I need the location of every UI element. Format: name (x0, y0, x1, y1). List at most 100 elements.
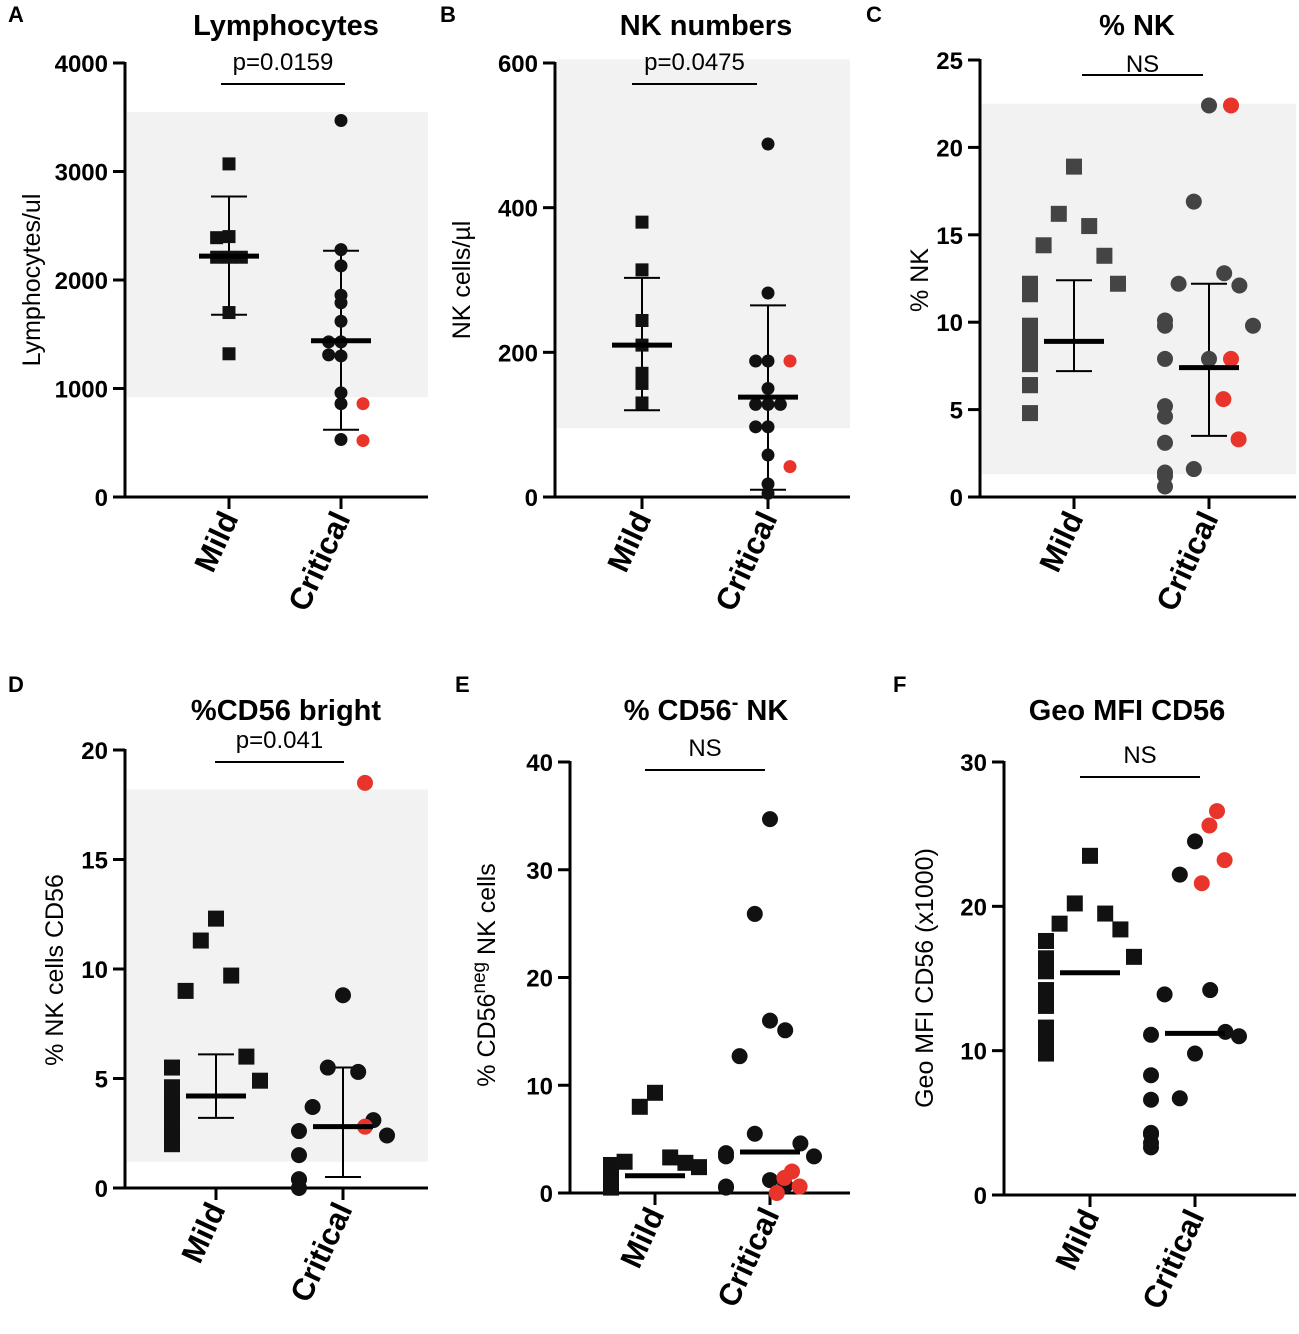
data-point-circle (334, 349, 348, 363)
y-tick-label: 0 (95, 485, 108, 512)
data-point-square (1097, 905, 1114, 922)
data-point-square (603, 1179, 619, 1196)
panel-label: D (8, 672, 24, 697)
data-point-square (222, 157, 236, 171)
data-point-circle (350, 1063, 367, 1080)
data-point-red (1230, 431, 1247, 448)
data-point-square (192, 932, 209, 949)
y-tick-label: 400 (498, 196, 538, 223)
reference-range-shade (557, 59, 850, 429)
y-tick-label: 600 (498, 51, 538, 78)
y-tick-label: 25 (936, 48, 963, 75)
y-axis-label: Lymphocytes/ul (18, 194, 46, 367)
data-point-square (1022, 405, 1038, 422)
chart-title: NK numbers (620, 10, 792, 42)
data-point-circle (718, 1148, 734, 1165)
y-tick-label: 0 (950, 485, 963, 512)
panel-label: F (893, 672, 906, 697)
significance-annotation: NS (688, 735, 721, 762)
x-category-label: Critical (283, 1197, 359, 1307)
y-axis-label: % NK cells CD56 (41, 874, 69, 1066)
data-point-circle (1143, 1139, 1159, 1156)
data-point-circle (379, 1127, 395, 1144)
data-point-square (635, 376, 649, 390)
y-tick-label: 10 (960, 1039, 987, 1066)
x-category-label: Critical (710, 1202, 786, 1312)
data-point-square (1038, 950, 1054, 967)
data-point-circle (761, 354, 775, 368)
data-point-circle (334, 114, 348, 128)
y-tick-label: 20 (526, 966, 553, 993)
data-point-circle (746, 1125, 763, 1142)
data-point-circle (1171, 1090, 1188, 1107)
y-tick-label: 10 (526, 1073, 553, 1100)
x-category-label: Mild (1048, 1204, 1106, 1275)
y-tick-label: 0 (540, 1181, 553, 1208)
data-point-square (635, 396, 649, 410)
data-point-red (357, 774, 373, 791)
data-point-square (1035, 237, 1052, 254)
data-point-square (662, 1149, 679, 1166)
y-tick-label: 30 (960, 750, 987, 777)
x-category-label: Mild (600, 506, 658, 577)
data-point-square (1126, 948, 1142, 965)
y-tick-label: 15 (936, 223, 963, 250)
data-point-red (791, 1178, 808, 1195)
data-point-circle (746, 905, 763, 922)
y-axis-label: NK cells/µl (448, 221, 476, 340)
data-point-circle (1143, 1091, 1159, 1108)
panel-label: C (866, 2, 882, 27)
data-point-circle (761, 420, 775, 434)
data-point-red (1201, 817, 1218, 834)
data-point-square (635, 314, 649, 328)
data-point-circle (761, 486, 775, 500)
data-point-square (222, 230, 236, 244)
data-point-square (1022, 317, 1038, 334)
panel-label: B (440, 2, 456, 27)
y-tick-label: 2000 (55, 268, 108, 295)
x-category-label: Mild (174, 1197, 232, 1268)
data-point-circle (1201, 350, 1217, 367)
data-point-square (631, 1098, 648, 1115)
y-tick-label: 30 (526, 858, 553, 885)
data-point-circle (334, 314, 348, 328)
data-point-circle (291, 1180, 307, 1196)
data-point-circle (1157, 434, 1173, 451)
significance-annotation: p=0.041 (236, 727, 323, 754)
data-point-square (647, 1084, 663, 1101)
data-point-circle (291, 1123, 307, 1140)
data-point-square (1038, 932, 1054, 949)
chart-title: Lymphocytes (193, 10, 379, 42)
data-point-circle (806, 1148, 822, 1165)
data-point-circle (761, 137, 775, 151)
data-point-red (1223, 350, 1239, 367)
y-tick-label: 40 (526, 750, 553, 777)
significance-annotation: NS (1123, 742, 1156, 769)
data-point-circle (1231, 1028, 1247, 1045)
significance-annotation: NS (1126, 51, 1159, 78)
data-point-square (635, 263, 649, 277)
data-point-circle (334, 386, 348, 400)
data-point-square (223, 967, 240, 984)
data-point-square (635, 366, 649, 380)
data-point-circle (1156, 986, 1173, 1003)
y-tick-label: 5 (95, 1067, 108, 1094)
y-tick-label: 3000 (55, 160, 108, 187)
data-point-circle (718, 1179, 734, 1196)
chart-title-main: % CD56 (624, 695, 732, 727)
y-tick-label: 0 (525, 485, 538, 512)
data-point-circle (761, 397, 775, 411)
significance-annotation: p=0.0475 (644, 49, 745, 76)
data-point-square (252, 1072, 268, 1089)
y-axis-label: % NK (906, 248, 934, 312)
data-point-circle (749, 354, 763, 368)
x-category-label: Mild (187, 506, 245, 577)
data-point-red (1209, 803, 1225, 820)
data-point-circle (334, 259, 348, 273)
data-point-circle (1157, 408, 1173, 425)
chart-title-superscript: - (732, 692, 739, 714)
data-point-square (1050, 205, 1067, 222)
data-point-circle (761, 286, 775, 300)
data-point-square (164, 1136, 180, 1153)
data-point-square (222, 306, 236, 320)
